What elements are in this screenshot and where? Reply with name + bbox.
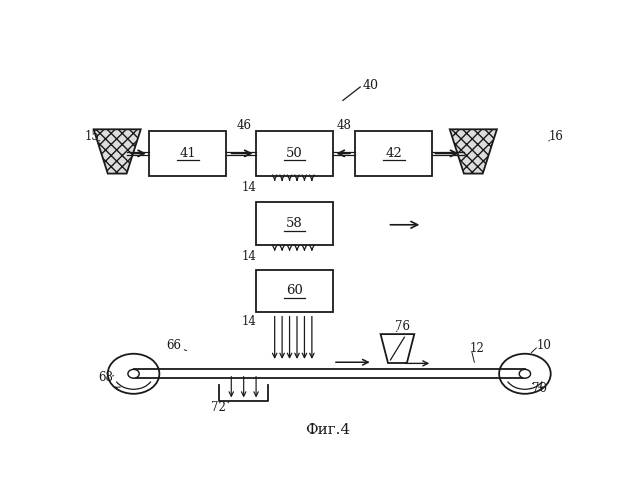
Text: 48: 48 [337,119,351,132]
Bar [256,270,333,312]
Text: 40: 40 [363,78,379,92]
Text: 58: 58 [286,217,303,230]
Text: Фиг.4: Фиг.4 [305,424,351,438]
Text: 16: 16 [548,130,564,143]
Bar [355,131,432,176]
Text: 76: 76 [395,320,410,333]
Text: 60: 60 [286,284,303,298]
Text: 14: 14 [241,250,256,263]
Text: 41: 41 [179,147,196,160]
Polygon shape [450,130,497,174]
Text: 14: 14 [241,316,256,328]
Polygon shape [93,130,141,174]
Polygon shape [381,334,414,363]
Circle shape [128,370,140,378]
Bar [256,131,333,176]
Bar [256,202,333,245]
Text: 72: 72 [211,401,227,414]
Text: 66: 66 [167,339,182,352]
Text: 42: 42 [385,147,402,160]
Text: 15: 15 [85,130,100,143]
Text: 10: 10 [536,339,551,352]
Text: 68: 68 [99,371,113,384]
Text: 12: 12 [469,342,484,355]
Text: 50: 50 [286,147,303,160]
Text: 14: 14 [241,180,256,194]
Text: 70: 70 [532,382,547,394]
Bar [150,131,227,176]
Text: 46: 46 [236,119,251,132]
Circle shape [519,370,531,378]
